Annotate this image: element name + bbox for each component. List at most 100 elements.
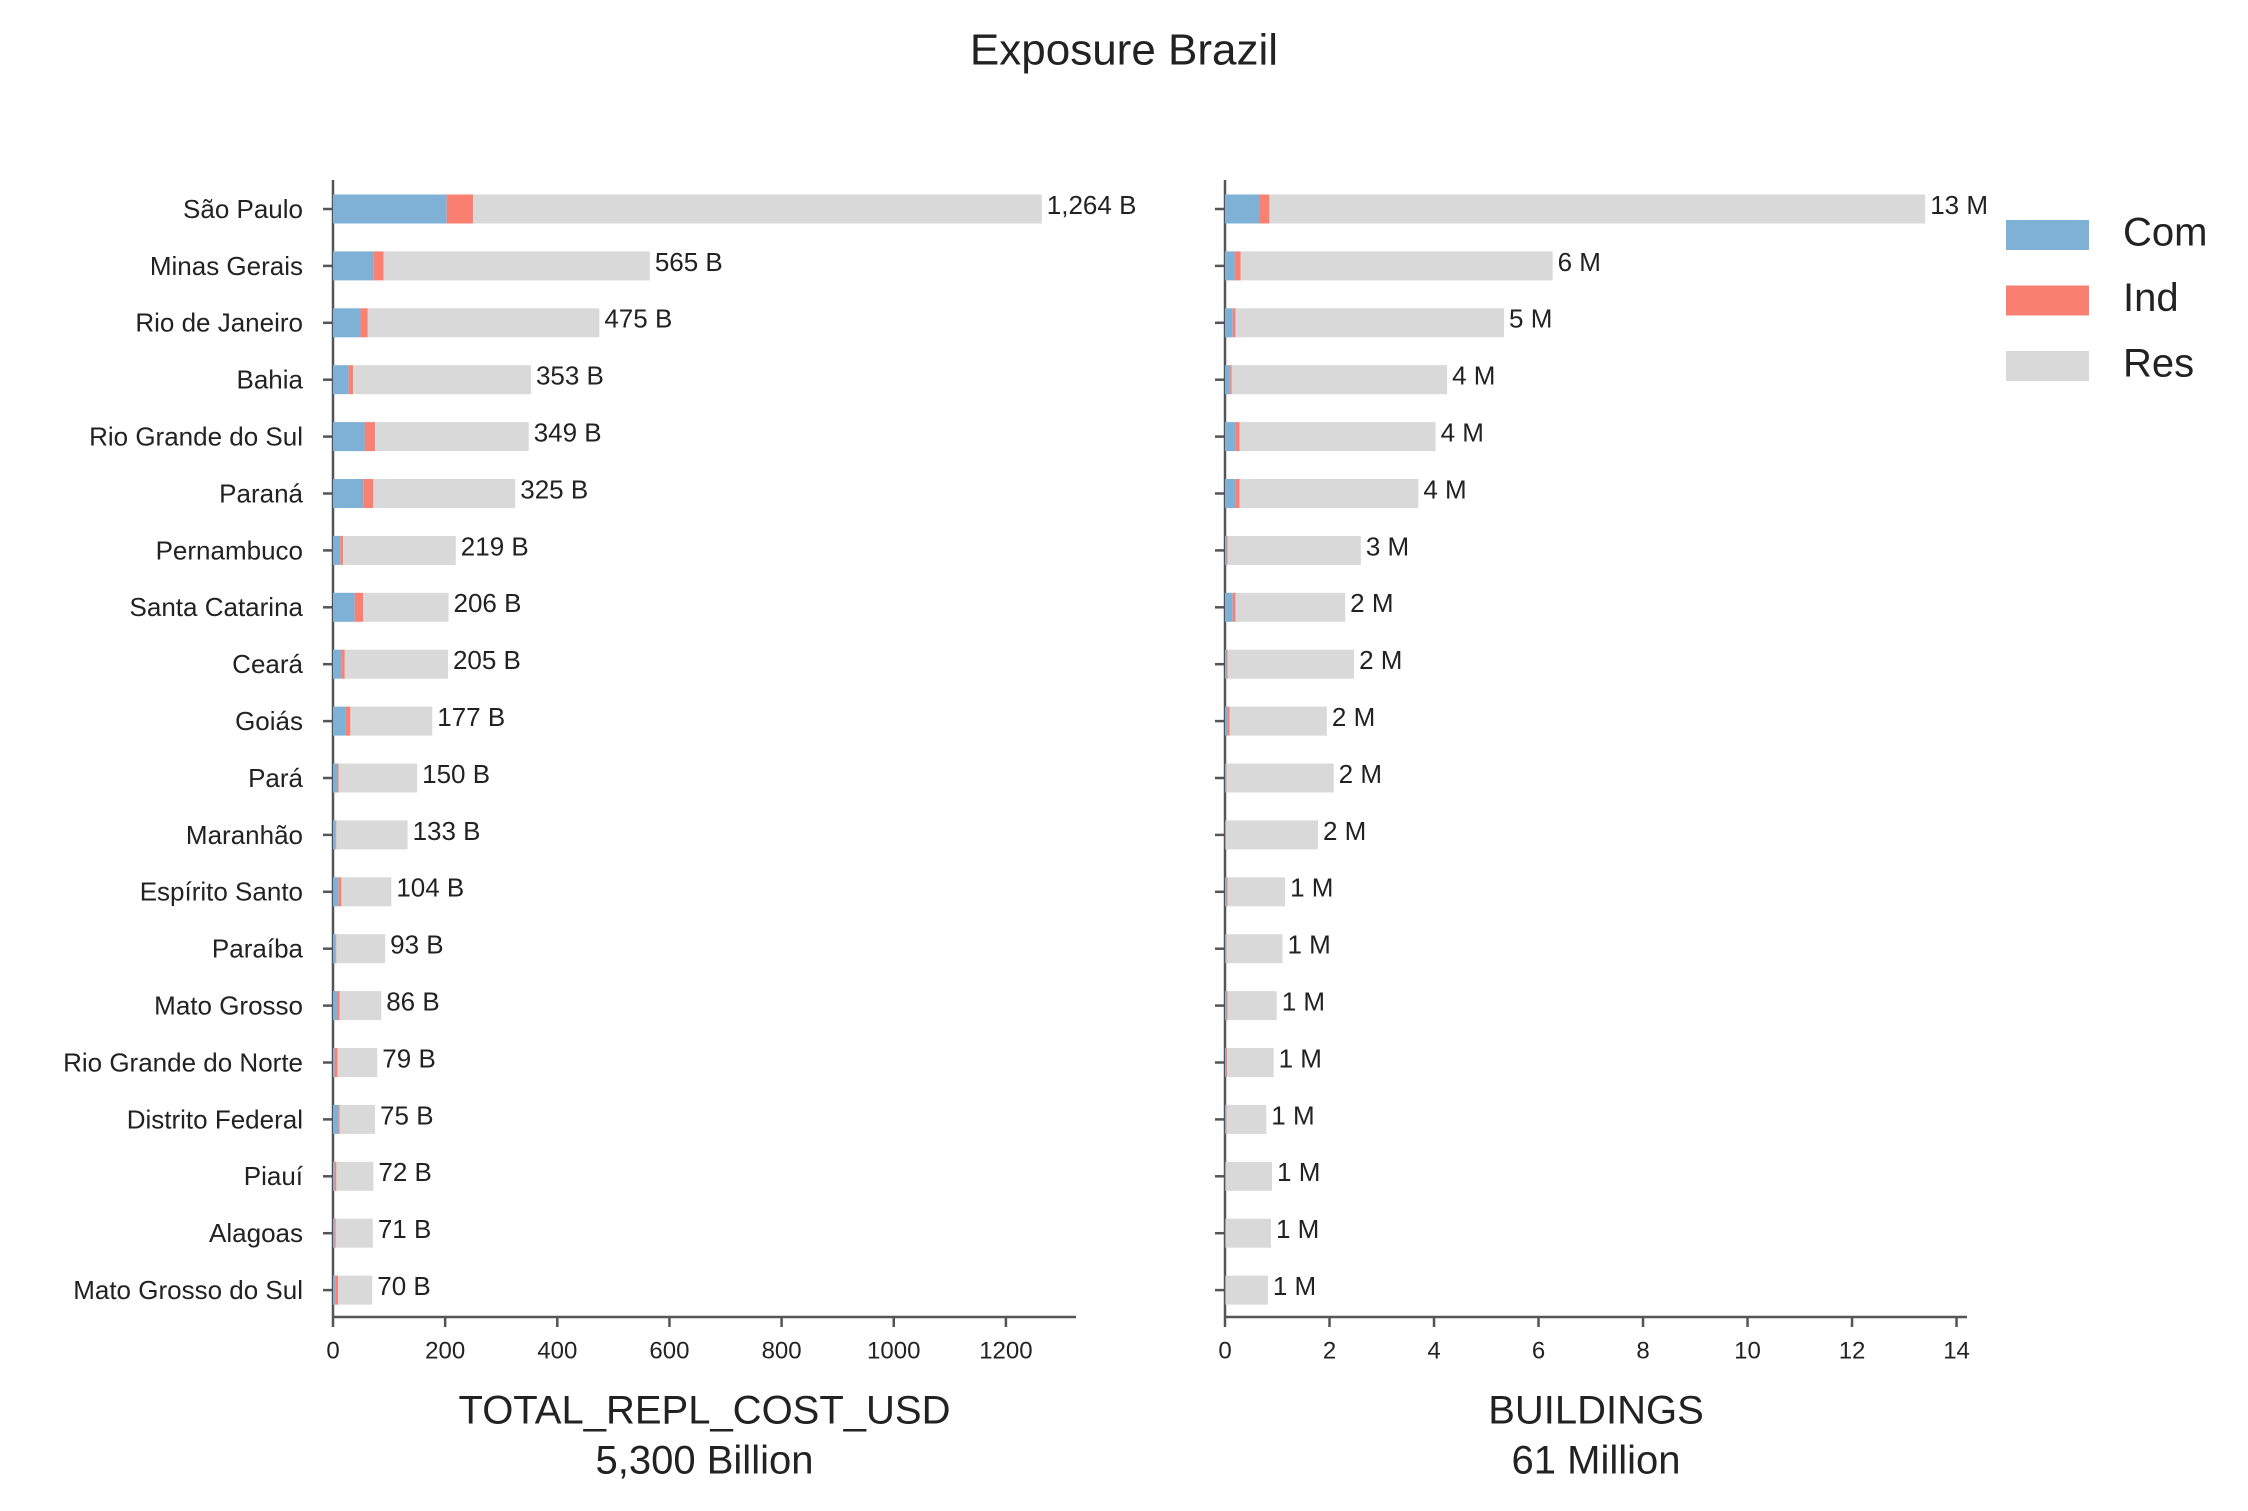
value-label: 13 M [1930, 190, 1988, 220]
bar-segment [1239, 479, 1419, 508]
bar-segment [334, 1048, 338, 1077]
value-label: 93 B [390, 930, 444, 960]
bar-segment [1225, 422, 1236, 452]
value-label: 4 M [1441, 417, 1484, 447]
bar-segment [345, 706, 351, 736]
x-axis-sublabel: 5,300 Billion [596, 1439, 814, 1483]
value-label: 4 M [1452, 361, 1495, 391]
x-tick-label: 600 [649, 1337, 689, 1364]
bar-segment [333, 365, 349, 395]
bar-segment [373, 479, 516, 508]
x-tick-label: 200 [425, 1337, 465, 1364]
value-label: 1 M [1290, 873, 1333, 903]
y-tick-label: Goiás [235, 706, 303, 736]
bar-segment [1225, 649, 1227, 679]
bar-segment [333, 251, 374, 281]
bar-segment [1226, 934, 1283, 964]
value-label: 133 B [413, 816, 481, 846]
y-tick-label: Maranhão [186, 820, 303, 850]
bar-segment [1225, 1218, 1226, 1248]
bar-segment [353, 365, 531, 395]
x-tick-label: 8 [1636, 1337, 1649, 1364]
bar-segment [1226, 1275, 1268, 1305]
bar-segment [1225, 706, 1228, 736]
x-axis-label: TOTAL_REPL_COST_USD [458, 1389, 950, 1433]
bar-segment [1225, 1104, 1227, 1134]
x-tick-label: 400 [537, 1337, 577, 1364]
bar-segment [1226, 1161, 1273, 1191]
legend-label: Com [2123, 211, 2207, 255]
value-label: 1,264 B [1047, 190, 1137, 220]
bar-segment [333, 820, 336, 850]
bar-segment [1225, 820, 1226, 850]
x-axis-label: BUILDINGS [1488, 1389, 1704, 1433]
bar-segment [1226, 535, 1228, 565]
y-tick-label: Rio Grande do Sul [89, 421, 303, 451]
bar-segment [1226, 763, 1227, 793]
y-tick-label: Distrito Federal [127, 1104, 303, 1134]
bar-segment [364, 422, 376, 452]
bar-segment [1231, 365, 1448, 395]
bar-segment [1232, 592, 1236, 622]
y-tick-label: Rio Grande do Norte [63, 1047, 303, 1077]
bar-segment [341, 877, 392, 907]
bar-segment [333, 877, 339, 907]
bar-segment [348, 365, 354, 395]
value-label: 75 B [380, 1100, 434, 1130]
bar-segment [333, 649, 342, 679]
y-tick-label: Pernambuco [156, 535, 303, 565]
x-tick-label: 6 [1532, 1337, 1545, 1364]
x-tick-label: 2 [1323, 1337, 1336, 1364]
bar-segment [333, 1161, 335, 1191]
bar-segment [1225, 1161, 1226, 1191]
bar-segment [350, 706, 433, 736]
bar-segment [333, 1218, 335, 1248]
y-tick-label: Paraíba [212, 934, 304, 964]
value-label: 104 B [396, 873, 464, 903]
bar-segment [335, 934, 337, 964]
legend-swatch [2006, 220, 2089, 250]
y-tick-label: Santa Catarina [130, 592, 304, 622]
value-label: 2 M [1359, 645, 1402, 675]
bar-segment [1225, 1218, 1227, 1248]
bar-segment [1235, 422, 1240, 452]
y-tick-label: Espírito Santo [140, 877, 303, 907]
bar-segment [333, 706, 346, 736]
bar-segment [1226, 1104, 1227, 1134]
bar-segment [1226, 649, 1228, 679]
value-label: 79 B [382, 1043, 436, 1073]
value-label: 205 B [453, 645, 521, 675]
value-label: 150 B [422, 759, 490, 789]
bar-segment [333, 422, 365, 452]
bar-segment [1225, 763, 1227, 793]
value-label: 72 B [378, 1157, 432, 1187]
bar-segment [1225, 194, 1260, 224]
value-label: 475 B [604, 304, 672, 334]
bar-segment [363, 479, 374, 508]
legend-swatch [2006, 351, 2089, 381]
bar-segment [341, 649, 345, 679]
y-tick-label: Paraná [219, 478, 303, 508]
bar-segment [375, 422, 529, 452]
bar-segment [333, 934, 336, 964]
value-label: 349 B [534, 417, 602, 447]
bar-segment [1235, 308, 1505, 338]
x-axis-sublabel: 61 Million [1512, 1439, 1681, 1483]
y-tick-label: Piauí [244, 1161, 304, 1191]
bar-segment [1226, 991, 1228, 1021]
bar-segment [337, 1048, 378, 1077]
value-label: 353 B [536, 361, 604, 391]
bar-segment [1225, 592, 1233, 622]
bar-segment [1225, 535, 1227, 565]
value-label: 1 M [1279, 1043, 1322, 1073]
y-tick-label: Minas Gerais [150, 251, 303, 281]
value-label: 2 M [1339, 759, 1382, 789]
bar-segment [354, 592, 364, 622]
bar-segment [1235, 479, 1240, 508]
bar-segment [1225, 1048, 1227, 1077]
bar-segment [335, 820, 337, 850]
bar-segment [1269, 194, 1926, 224]
bar-segment [1226, 1048, 1228, 1077]
bar-segment [338, 763, 418, 793]
bar-segment [1225, 1161, 1227, 1191]
